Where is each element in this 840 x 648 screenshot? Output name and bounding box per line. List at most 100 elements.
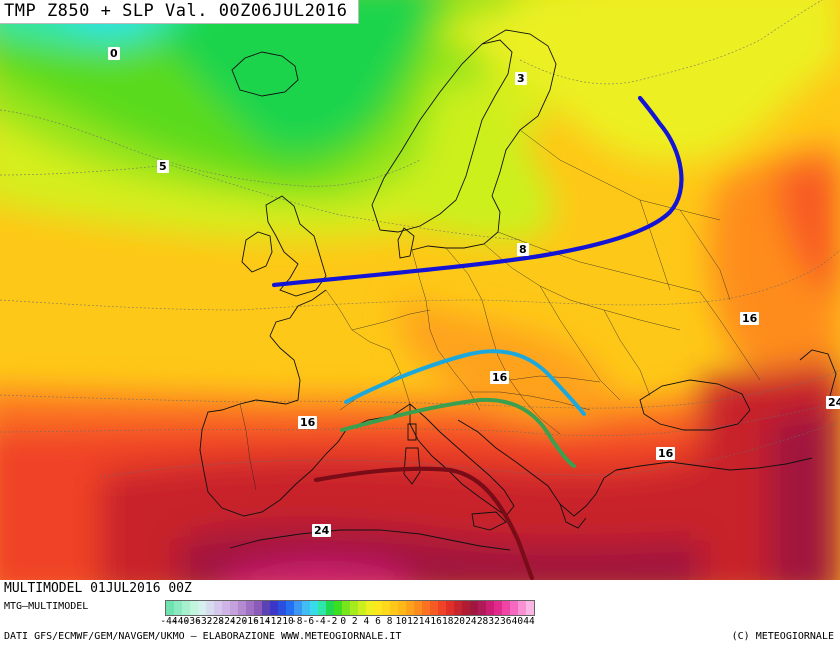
colorbar-tick-label: -10 bbox=[276, 616, 294, 627]
colorbar-swatch bbox=[270, 601, 278, 615]
colorbar-tick-label: -4 bbox=[314, 616, 326, 627]
colorbar-swatch bbox=[358, 601, 366, 615]
isotherm-label: 8 bbox=[517, 243, 529, 256]
colorbar-swatch bbox=[174, 601, 182, 615]
isotherm-label: 0 bbox=[108, 47, 120, 60]
isotherm-label: 24 bbox=[312, 524, 332, 537]
colorbar-swatch bbox=[254, 601, 262, 615]
isotherm-label: 5 bbox=[157, 160, 169, 173]
colorbar-swatch bbox=[502, 601, 510, 615]
colorbar-tick-label: -2 bbox=[325, 616, 338, 627]
colorbar-swatch bbox=[166, 601, 174, 615]
colorbar-swatch bbox=[230, 601, 238, 615]
colorbar-tick-label: 36 bbox=[500, 616, 512, 627]
model-source-label: MTG—MULTIMODEL bbox=[4, 601, 89, 612]
colorbar-tick-label: 20 bbox=[453, 616, 466, 627]
colorbar-ticks: -44 -40 -36 -32 -28 -24 -20 -16 -14 -12 -10 -8 -6 -4-… bbox=[160, 616, 840, 628]
temperature-colorbar bbox=[165, 600, 535, 616]
colorbar-swatch bbox=[486, 601, 494, 615]
isotherm-label: 16 bbox=[490, 371, 510, 384]
map-footer: MULTIMODEL 01JUL2016 00Z MTG—MULTIMODEL … bbox=[0, 580, 840, 648]
colorbar-tick-label: -20 bbox=[230, 616, 248, 627]
colorbar-tick-label: 16 bbox=[430, 616, 442, 627]
colorbar-tick-label: -24 bbox=[218, 616, 236, 627]
colorbar-swatch bbox=[406, 601, 414, 615]
temperature-field bbox=[0, 0, 840, 580]
map-canvas bbox=[0, 0, 840, 580]
colorbar-swatch bbox=[454, 601, 462, 615]
colorbar-swatch bbox=[518, 601, 526, 615]
colorbar-tick-label: 14 bbox=[418, 616, 431, 627]
colorbar-tick-label: -8 bbox=[291, 616, 303, 627]
colorbar-swatch bbox=[278, 601, 286, 615]
model-run-label: MULTIMODEL 01JUL2016 00Z bbox=[4, 581, 192, 596]
colorbar-swatch bbox=[470, 601, 478, 615]
isotherm-label: 16 bbox=[656, 447, 676, 460]
colorbar-swatch bbox=[182, 601, 190, 615]
front-line-blue bbox=[271, 95, 684, 288]
front-line-dark-red bbox=[313, 466, 535, 580]
colorbar-swatch bbox=[478, 601, 486, 615]
colorbar-tick-label: 10 bbox=[395, 616, 407, 627]
isotherm-label: 3 bbox=[515, 72, 527, 85]
colorbar-swatch bbox=[302, 601, 310, 615]
isotherm-label: 16 bbox=[298, 416, 318, 429]
colorbar-tick-label: 18 bbox=[441, 616, 454, 627]
colorbar-swatch bbox=[222, 601, 230, 615]
colorbar-tick-label: -44 bbox=[160, 616, 178, 627]
colorbar-swatch bbox=[438, 601, 446, 615]
colorbar-swatch bbox=[414, 601, 422, 615]
colorbar-tick-label: 24 bbox=[465, 616, 477, 627]
colorbar-tick-label: 4 bbox=[363, 616, 370, 627]
country-borders bbox=[239, 129, 761, 491]
colorbar-swatch bbox=[238, 601, 246, 615]
isotherm-label: 16 bbox=[740, 312, 760, 325]
colorbar-tick-label: 28 bbox=[476, 616, 489, 627]
colorbar-swatch bbox=[198, 601, 206, 615]
colorbar-tick-label: -32 bbox=[195, 616, 213, 627]
colorbar-swatch bbox=[310, 601, 318, 615]
front-line-cyan bbox=[344, 349, 586, 416]
colorbar-swatch bbox=[510, 601, 518, 615]
colorbar-swatch bbox=[206, 601, 214, 615]
colorbar-tick-label: 8 bbox=[386, 616, 393, 627]
colorbar-swatch bbox=[494, 601, 502, 615]
colorbar-tick-label: 32 bbox=[488, 616, 500, 627]
colorbar-swatch bbox=[446, 601, 454, 615]
isotherm-label: 24 bbox=[826, 396, 840, 409]
colorbar-tick-label: -36 bbox=[183, 616, 201, 627]
fronts bbox=[271, 95, 684, 580]
colorbar-swatch bbox=[214, 601, 222, 615]
colorbar-tick-label: 2 bbox=[351, 616, 358, 627]
colorbar-tick-label: 12 bbox=[407, 616, 419, 627]
colorbar-swatch bbox=[382, 601, 390, 615]
colorbar-tick-label: -14 bbox=[253, 616, 271, 627]
colorbar-tick-label: -16 bbox=[241, 616, 259, 627]
colorbar-tick-label: 44 bbox=[523, 616, 535, 627]
map-title: TMP Z850 + SLP Val. 00Z06JUL2016 bbox=[0, 0, 359, 24]
colorbar-swatch bbox=[374, 601, 382, 615]
colorbar-swatch bbox=[190, 601, 198, 615]
weather-map: TMP Z850 + SLP Val. 00Z06JUL2016 0 5 3 8… bbox=[0, 0, 840, 580]
colorbar-swatch bbox=[350, 601, 358, 615]
colorbar-swatch bbox=[326, 601, 334, 615]
data-credits: DATI GFS/ECMWF/GEM/NAVGEM/UKMO — ELABORA… bbox=[4, 631, 402, 642]
colorbar-swatch bbox=[430, 601, 438, 615]
colorbar-swatch bbox=[318, 601, 326, 615]
front-line-green bbox=[340, 397, 576, 468]
colorbar-swatch bbox=[390, 601, 398, 615]
colorbar-tick-label: -28 bbox=[206, 616, 225, 627]
colorbar-swatch bbox=[334, 601, 342, 615]
colorbar-swatch bbox=[246, 601, 254, 615]
colorbar-swatch bbox=[398, 601, 406, 615]
colorbar-swatch bbox=[262, 601, 270, 615]
colorbar-swatch bbox=[366, 601, 374, 615]
colorbar-swatch bbox=[294, 601, 302, 615]
colorbar-swatch bbox=[422, 601, 430, 615]
colorbar-tick-label: 6 bbox=[375, 616, 381, 627]
colorbar-swatch bbox=[526, 601, 534, 615]
colorbar-swatch bbox=[286, 601, 294, 615]
colorbar-tick-label: -40 bbox=[172, 616, 190, 627]
colorbar-tick-label: 0 bbox=[340, 616, 347, 627]
copyright-notice: (C) METEOGIORNALE bbox=[731, 631, 834, 642]
